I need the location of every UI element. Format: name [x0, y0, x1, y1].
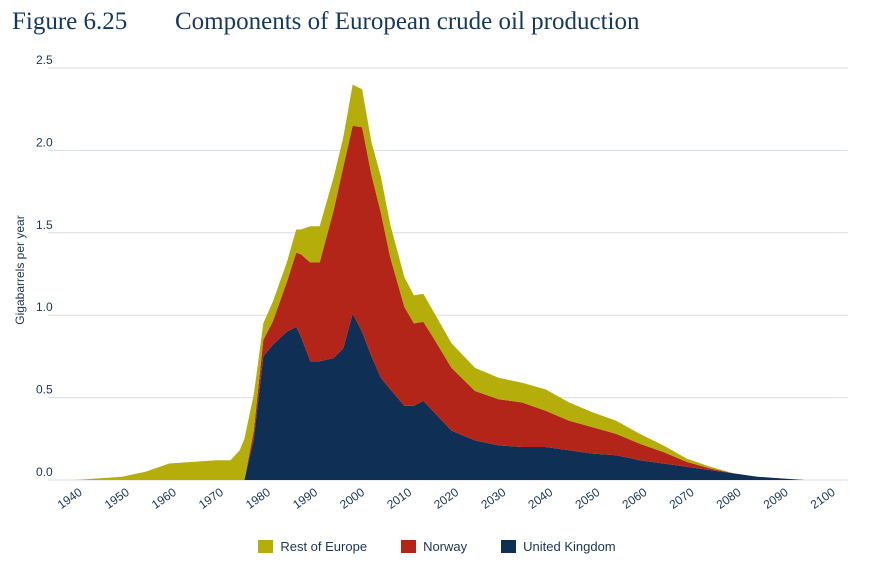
y-tick-label: 1.5 [36, 218, 53, 232]
x-tick-label: 2080 [714, 485, 744, 512]
x-tick-label: 2050 [573, 485, 603, 512]
legend-item-rest-of-europe: Rest of Europe [258, 539, 367, 554]
legend-label: United Kingdom [523, 539, 616, 554]
y-tick-labels: 0.0 0.5 1.0 1.5 2.0 2.5 [36, 53, 53, 479]
legend-swatch-rest-of-europe [258, 540, 274, 553]
x-tick-label: 2030 [478, 485, 508, 512]
x-tick-labels: 1940 1950 1960 1970 1980 1990 2000 2010 2020 2030… [55, 485, 838, 512]
x-tick-label: 1990 [290, 485, 320, 512]
y-tick-label: 1.0 [36, 300, 53, 314]
x-tick-label: 1940 [55, 485, 85, 512]
x-tick-label: 2040 [525, 485, 555, 512]
y-tick-label: 2.5 [36, 53, 53, 67]
x-tick-label: 2090 [761, 485, 791, 512]
x-tick-label: 1960 [149, 485, 179, 512]
figure-title: Components of European crude oil product… [175, 8, 640, 35]
x-tick-label: 2100 [808, 485, 838, 512]
y-tick-label: 0.0 [36, 465, 53, 479]
legend-label: Rest of Europe [280, 539, 368, 554]
figure-number: Figure 6.25 [12, 8, 128, 35]
x-tick-label: 1970 [196, 485, 226, 512]
legend-label: Norway [423, 539, 468, 554]
area-series [75, 84, 805, 480]
x-tick-label: 1980 [243, 485, 273, 512]
x-tick-label: 2010 [384, 485, 414, 512]
area-norway [75, 125, 805, 480]
x-tick-label: 2000 [337, 485, 367, 512]
x-tick-label: 2060 [620, 485, 650, 512]
legend-swatch-united-kingdom [501, 540, 517, 553]
y-tick-label: 2.0 [36, 135, 53, 149]
legend: Rest of Europe Norway United Kingdom [0, 539, 874, 554]
legend-swatch-norway [401, 540, 417, 553]
area-rest-of-europe [75, 84, 805, 480]
y-tick-label: 0.5 [36, 383, 53, 397]
x-tick-label: 2020 [431, 485, 461, 512]
y-axis-label: Gigabarrels per year [13, 215, 27, 324]
legend-item-united-kingdom: United Kingdom [501, 539, 616, 554]
area-united-kingdom [75, 313, 805, 480]
legend-item-norway: Norway [401, 539, 467, 554]
x-tick-label: 2070 [667, 485, 697, 512]
x-tick-label: 1950 [102, 485, 132, 512]
